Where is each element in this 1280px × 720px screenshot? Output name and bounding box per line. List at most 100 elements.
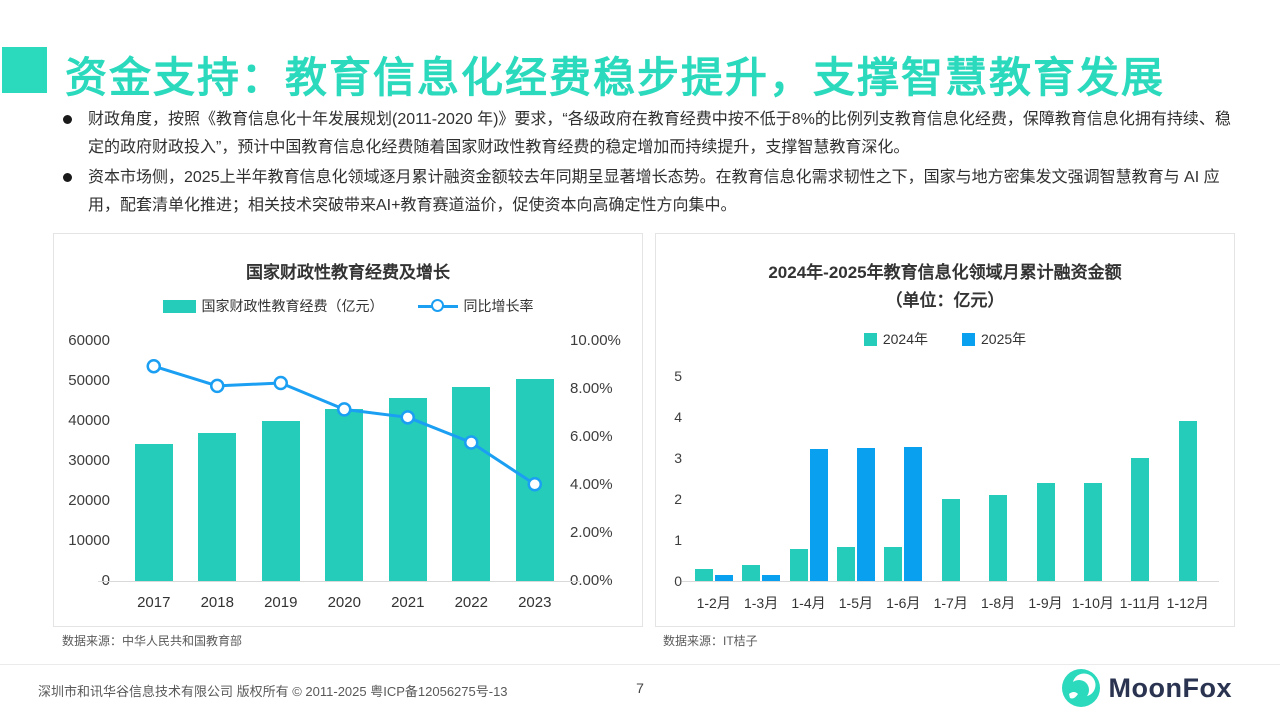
bar-2024-1-5月 (836, 547, 855, 581)
y-axis-tick-label: 3 (674, 450, 682, 466)
secondary-axis-tick-label: 8.00% (570, 380, 613, 397)
moonfox-logo: MoonFox (1061, 668, 1232, 708)
bar-2022 (452, 387, 491, 581)
legend-item-2024: 2024年 (863, 329, 928, 349)
y-axis-tick-label: 60000 (68, 332, 110, 349)
y-axis-tick-label: 20000 (68, 492, 110, 509)
chart1-title: 国家财政性教育经费及增长 (246, 263, 450, 282)
y-axis-tick-label: 0 (58, 572, 110, 589)
secondary-axis-tick-label: 0.00% (570, 572, 613, 589)
chart1-plot-area: 0 10000 20000 30000 40000 50000 60000 0.00% 2.00… (54, 234, 642, 626)
chart-card-financing: 2024年-2025年教育信息化领域月累计融资金额 （单位：亿元） 2024年 … (655, 233, 1235, 627)
footer-copyright: 深圳市和讯华谷信息技术有限公司 版权所有 © 2011-2025 粤ICP备12… (38, 684, 508, 699)
bar-2019 (261, 420, 300, 581)
legend-label: 国家财政性教育经费（亿元） (201, 298, 384, 314)
bullet-dot-icon (63, 115, 72, 124)
x-axis-label-2020: 2020 (327, 594, 361, 611)
secondary-axis-tick-label: 10.00% (570, 332, 621, 349)
x-axis-label-2023: 2023 (518, 594, 552, 611)
page-number: 7 (636, 680, 644, 696)
bar-2024-1-3月 (742, 565, 761, 581)
bullet-list: 财政角度，按照《教育信息化十年发展规划(2011-2020 年)》要求，“各级政… (61, 106, 1231, 222)
bar-2023 (515, 379, 554, 581)
title-accent-square (2, 47, 47, 93)
legend-label: 2025年 (981, 331, 1027, 347)
y-axis-tick-label: 2 (674, 491, 682, 507)
chart2-data-source: 数据来源：IT桔子 (663, 634, 758, 648)
bar-2025-1-5月 (856, 447, 875, 581)
x-axis-label-2021: 2021 (391, 594, 425, 611)
x-axis-label-2018: 2018 (200, 594, 234, 611)
secondary-axis-tick-label: 2.00% (570, 524, 613, 541)
bar-2020 (325, 409, 364, 581)
x-axis-label-2022: 2022 (454, 594, 488, 611)
bar-2024-1-9月 (1036, 482, 1055, 581)
x-axis-label-1-5月: 1-5月 (838, 595, 873, 611)
chart-card-education-funds: 国家财政性教育经费及增长 国家财政性教育经费（亿元） 同比增长率 0 10000 2… (53, 233, 643, 627)
x-axis-label-2019: 2019 (264, 594, 298, 611)
moonfox-logo-icon (1061, 669, 1100, 707)
chart2-title: 2024年-2025年教育信息化领域月累计融资金额 (768, 263, 1122, 282)
moonfox-logo-text: MoonFox (1108, 672, 1232, 703)
bar-2024-1-11月 (1131, 458, 1150, 581)
x-axis-label-1-8月: 1-8月 (980, 595, 1016, 611)
y-axis-tick-label: 1 (674, 532, 682, 548)
chart1-data-source: 数据来源：中华人民共和国教育部 (62, 634, 243, 648)
x-axis-label-1-3月: 1-3月 (743, 595, 779, 611)
x-axis-label-1-12月: 1-12月 (1166, 595, 1209, 611)
legend-label: 同比增长率 (463, 298, 534, 314)
bar-2025-1-4月 (809, 448, 828, 581)
bar-2018 (198, 433, 237, 581)
x-axis-line (682, 581, 1219, 582)
legend-label: 2024年 (882, 331, 928, 347)
page-title: 资金支持：教育信息化经费稳步提升，支撑智慧教育发展 (65, 54, 1166, 101)
x-axis-line (98, 581, 580, 582)
y-axis-tick-label: 10000 (68, 532, 110, 549)
x-axis-label-1-7月: 1-7月 (933, 595, 968, 611)
bullet-item: 财政角度，按照《教育信息化十年发展规划(2011-2020 年)》要求，“各级政… (61, 106, 1231, 162)
y-axis-tick-label: 50000 (68, 372, 110, 389)
x-axis-label-2017: 2017 (137, 594, 171, 611)
chart2-plot-area: 0 1 2 3 4 5 1-2月 1-3月 1-4月 1-5月 1-6月 1-7月 1-8月 1-9月 1-… (656, 234, 1234, 626)
x-axis-label-1-4月: 1-4月 (791, 595, 826, 611)
bar-2017 (134, 444, 173, 581)
bar-2024-1-10月 (1083, 482, 1102, 581)
chart1-legend: 国家财政性教育经费（亿元） 同比增长率 (54, 296, 642, 316)
line-marker-icon (146, 358, 161, 374)
bar-series-swatch-icon (162, 299, 196, 313)
bar-2024-1-6月 (884, 546, 903, 581)
bullet-dot-icon (63, 173, 72, 182)
bar-2024-1-8月 (989, 494, 1008, 581)
x-axis-label-1-9月: 1-9月 (1028, 595, 1063, 611)
line-marker-icon (273, 375, 288, 391)
y-axis-tick-label: 40000 (68, 412, 110, 429)
bar-2024-1-4月 (789, 549, 808, 581)
legend-item-2025: 2025年 (962, 329, 1026, 349)
bullet-item: 资本市场侧，2025上半年教育信息化领域逐月累计融资金额较去年同期呈显著增长态势… (61, 164, 1231, 220)
series-2024-swatch-icon (863, 332, 877, 346)
bar-2024-1-2月 (694, 568, 713, 581)
x-axis-label-1-2月: 1-2月 (696, 595, 731, 611)
bar-2021 (388, 397, 427, 581)
y-axis-tick-label: 4 (674, 409, 682, 425)
footer-divider (0, 664, 1280, 665)
secondary-axis-tick-label: 4.00% (570, 476, 613, 493)
secondary-axis-tick-label: 6.00% (570, 428, 613, 445)
legend-item-line: 同比增长率 (417, 296, 534, 316)
bar-2025-1-3月 (762, 574, 781, 581)
bullet-text: 财政角度，按照《教育信息化十年发展规划(2011-2020 年)》要求，“各级政… (88, 111, 1231, 156)
bullet-text: 资本市场侧，2025上半年教育信息化领域逐月累计融资金额较去年同期呈显著增长态势… (88, 169, 1220, 214)
bar-2025-1-2月 (714, 574, 733, 581)
series-2025-swatch-icon (962, 332, 975, 346)
bar-2024-1-7月 (941, 499, 960, 581)
bar-2025-1-6月 (904, 446, 923, 581)
x-axis-label-1-10月: 1-10月 (1071, 595, 1114, 611)
chart2-legend: 2024年 2025年 (656, 329, 1234, 349)
line-series-swatch-icon (417, 299, 458, 313)
y-axis-tick-label: 0 (674, 573, 682, 589)
x-axis-label-1-6月: 1-6月 (886, 595, 921, 611)
legend-item-bar: 国家财政性教育经费（亿元） (162, 296, 384, 316)
chart2-subtitle: （单位：亿元） (885, 291, 1005, 310)
line-marker-icon (210, 378, 225, 394)
